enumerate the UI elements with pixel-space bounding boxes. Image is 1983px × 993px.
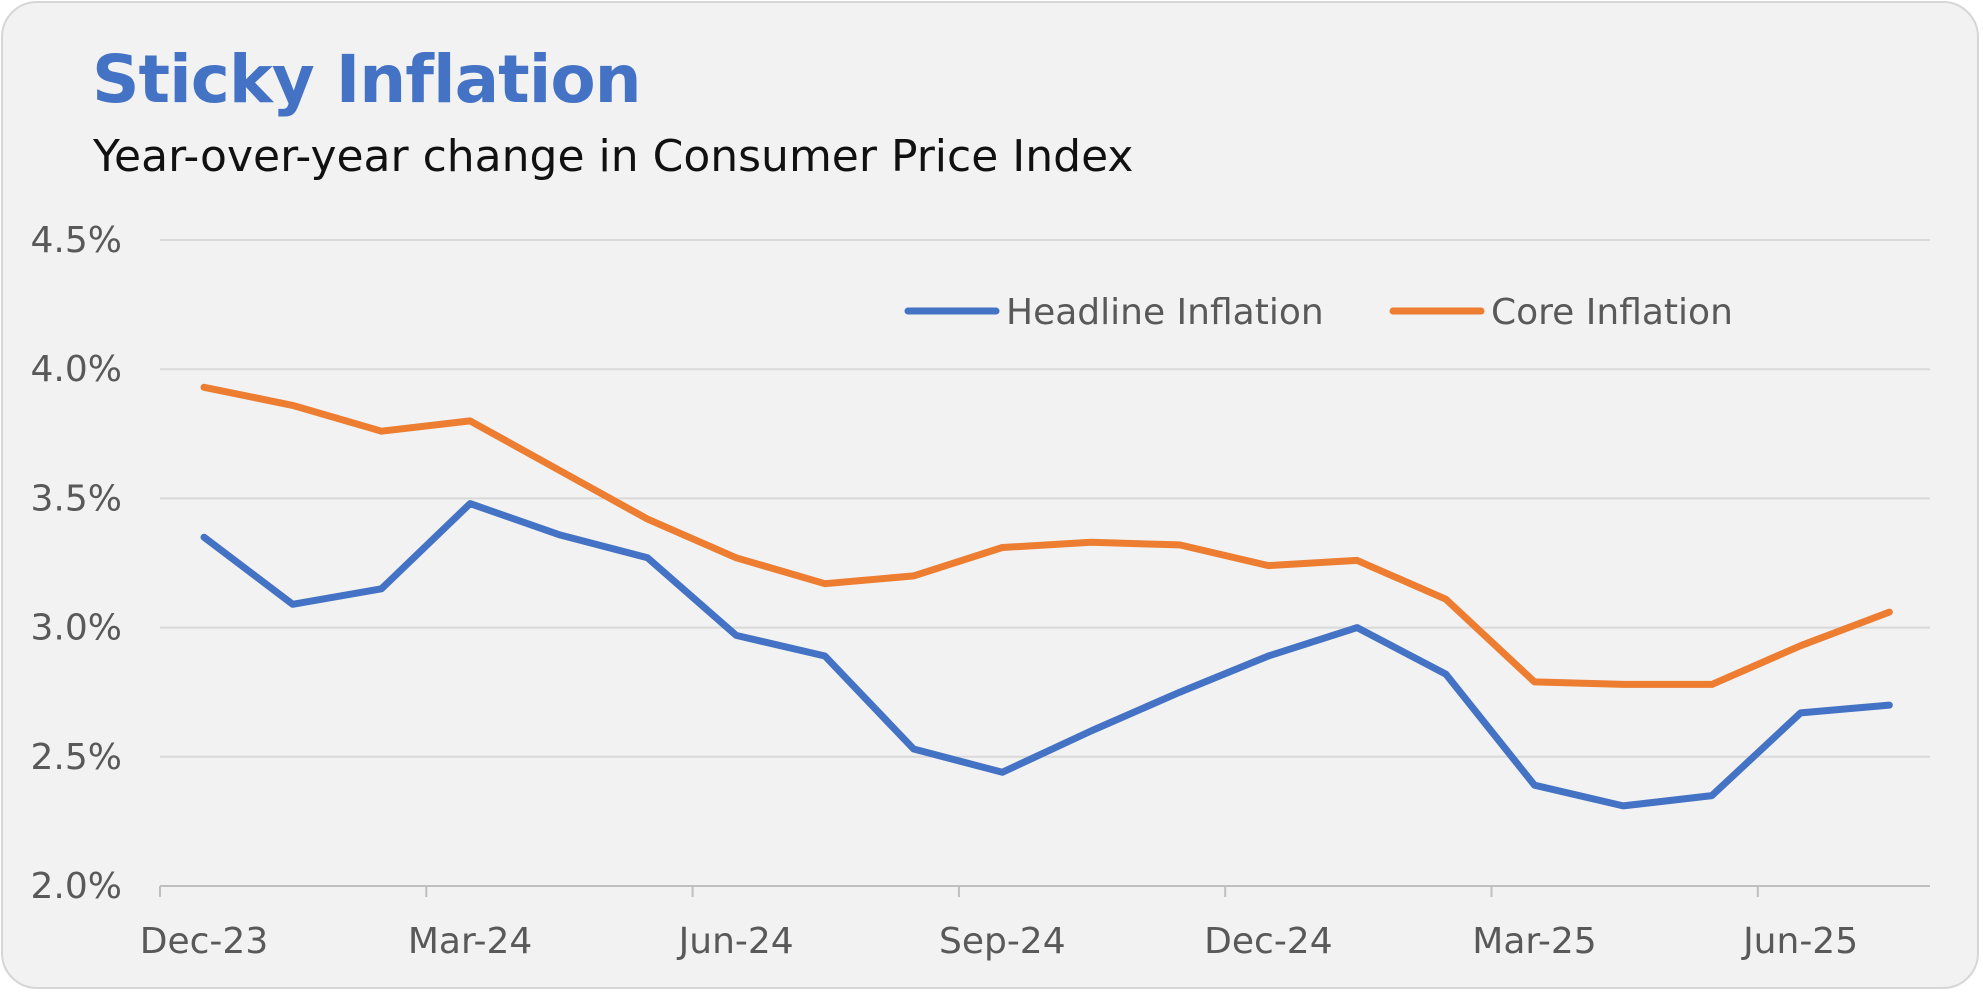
x-tick-label: Mar-25 [1472,921,1596,962]
legend-label-core-inflation: Core Inflation [1491,292,1733,333]
headline-inflationline [200,500,1893,810]
core-inflationline [200,383,1893,688]
x-tick-label: Dec-24 [1204,921,1332,962]
x-tick-label: Dec-23 [140,921,268,962]
x-tick-label: Jun-25 [1741,921,1858,962]
y-tick-label: 2.0% [31,866,122,907]
y-tick-label: 2.5% [31,737,122,778]
x-tick-label: Jun-24 [677,921,794,962]
y-tick-label: 3.5% [31,478,122,519]
chart-subtitle: Year-over-year change in Consumer Price … [93,131,1134,182]
legend-label-headline-inflation: Headline Inflation [1006,292,1324,333]
y-tick-label: 4.0% [31,349,122,390]
x-tick-label: Sep-24 [939,921,1066,962]
x-tick-label: Mar-24 [408,921,532,962]
chart-title: Sticky Inflation [92,41,642,118]
y-tick-label: 3.0% [31,608,122,649]
y-tick-label: 4.5% [31,220,122,261]
